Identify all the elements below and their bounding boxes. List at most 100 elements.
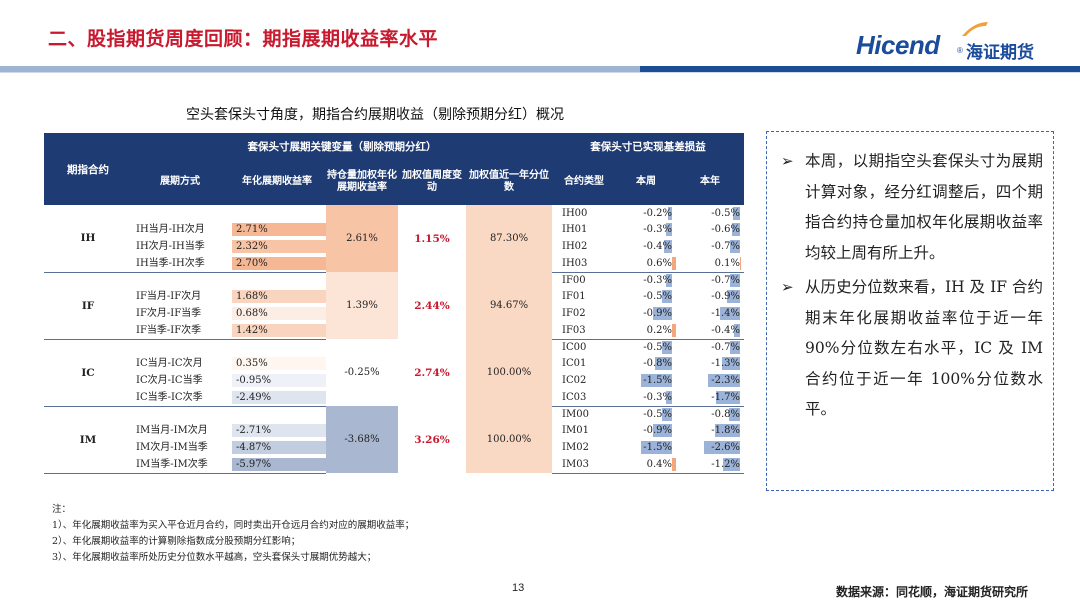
spread-name: IH当月-IH次月 [136,224,205,235]
this-year-value-bar [720,307,741,320]
this-year-value: -0.6% [711,224,741,235]
header-contract: 期指合约 [44,133,132,205]
header-group-key-variables: 套保头寸展期关键变量（剔除预期分红） [132,133,553,159]
annual-rate-cell [228,272,326,288]
this-week-value-bar [663,240,673,253]
spread-name: IC当季-IC次季 [132,389,228,407]
this-week-value: 0.2% [646,324,673,336]
table-row: IC当月-IC次月 0.35% IC01 -0.8% -1.3% [44,355,744,372]
table-row: IH当季-IH次季 2.70% IH03 0.6% 0.1% [44,255,745,273]
this-week-value: 0.6% [646,257,673,269]
this-year-value: -0.7% [711,274,741,286]
this-year-value-bar [730,340,741,354]
annual-rate-cell: -2.49% [228,389,326,407]
contract-type: IM01 [562,425,589,436]
spread-name: IC当月-IC次月 [136,358,203,369]
spread-name [132,339,228,355]
page-number: 13 [512,582,525,594]
annual-rate-cell: 2.70% [228,255,326,273]
this-year-value: -1.4% [711,308,741,319]
this-year-value-bar [703,441,741,454]
contract-type: IM00 [562,408,589,420]
spread-name: IH次月-IH当季 [136,241,205,252]
header-contract-type: 合约类型 [552,159,617,205]
this-year-value: -0.9% [711,291,741,302]
this-week-value-bar [672,256,677,270]
this-year-value-bar [734,323,741,337]
weekly-change: 2.44% [414,299,450,312]
this-year-value: -0.4% [711,324,741,336]
this-year-value-bar [731,223,741,236]
this-week-value-bar [653,424,673,437]
page-title: 二、股指期货周度回顾：期指展期收益率水平 [48,28,439,50]
this-week-value-bar [665,390,673,404]
annual-rate-value: 2.32% [232,240,326,253]
contract-name: IM [44,406,132,474]
table-row: IM当季-IM次季 -5.97% IM03 0.4% -1.2% [44,456,745,474]
this-week-value-bar [665,273,673,287]
logo-swoosh-icon [962,22,988,36]
this-week-value: -0.8% [643,358,673,369]
this-year-value-bar [723,457,741,471]
annual-rate-value: 0.35% [232,357,326,370]
commentary-box: ➢ 本周，以期指空头套保头寸为展期计算对象，经分红调整后，四个期指合约持仓量加权… [766,131,1054,491]
this-week-value: -0.3% [643,274,673,286]
annual-rate-cell: -4.87% [228,439,326,456]
spread-name: IF当季-IF次季 [132,322,228,340]
this-year-value: -2.6% [711,442,741,453]
header-rule-thin [0,72,1080,73]
this-week-value: -0.5% [643,291,673,302]
arrow-bullet-icon: ➢ [781,278,794,296]
contract-name: IH [44,205,132,273]
spread-name [132,406,228,422]
spread-name: IC次月-IC当季 [136,375,203,386]
table-row: IM次月-IM当季 -4.87% IM02 -1.5% -2.6% [44,439,744,456]
table-row: IC次月-IC当季 -0.95% IC02 -1.5% -2.3% [44,372,744,389]
this-year-value-bar [730,240,741,253]
contract-name: IF [44,272,132,340]
this-week-value-bar [665,223,673,236]
logo-registered-mark: ® [957,46,963,55]
header-this-week: 本周 [616,159,677,205]
footnote-line: 3）、年化展期收益率所处历史分位数水平越高，空头套保头寸展期优势越大； [52,552,377,563]
this-year-value-bar [714,424,741,437]
table-row: IF当月-IF次月 1.68% IF01 -0.5% -0.9% [44,288,744,305]
commentary-bullet: ➢ 从历史分位数来看，IH 及 IF 合约期末年化展期收益率位于近一年 90%分… [781,272,1043,425]
header-weekly-change: 加权值周度变动 [398,159,466,205]
contract-type: IF02 [562,308,586,319]
header-annual-rate: 年化展期收益率 [228,159,326,205]
weekly-change: 2.74% [414,366,450,379]
header-oi-weighted: 持仓量加权年化展期收益率 [326,159,398,205]
annual-rate-value: -2.71% [232,424,326,437]
annual-rate-cell: 1.42% [228,322,326,340]
this-week-value-bar [655,357,673,370]
annual-rate-value: -5.97% [232,457,326,471]
table-row: IH 2.61% 1.15% 87.30% IH00 -0.2% -0.5% [44,205,744,273]
contract-name: IC [44,339,132,407]
footnote-line: 1）、年化展期收益率为买入平仓近月合约，同时卖出开仓远月合约对应的展期收益率； [52,520,415,531]
contract-type: IC00 [562,341,587,353]
spread-name [132,272,228,288]
this-week-value-bar [672,323,677,337]
header-group-realized-basis: 套保头寸已实现基差损益 [552,133,745,159]
annual-rate-cell: -0.95% [228,372,326,389]
this-year-value-bar [721,357,741,370]
annual-rate-value: 1.68% [232,290,326,303]
commentary-text: 从历史分位数来看，IH 及 IF 合约期末年化展期收益率位于近一年 90%分位数… [805,278,1043,418]
table-caption: 空头套保头寸角度，期指合约展期收益（剔除预期分红）概况 [186,107,564,123]
this-year-value: -1.3% [711,358,741,369]
header-rule [0,66,1080,72]
annual-rate-cell [228,339,326,355]
header-spread: 展期方式 [132,159,228,205]
this-week-value: -0.4% [643,241,673,252]
table-row: IF 1.39% 2.44% 94.67% IF00 -0.3% -0.7% [44,272,744,340]
oi-weighted-rate: 1.39% [326,272,398,339]
table-row: IC -0.25% 2.74% 100.00% IC00 -0.5% -0.7% [44,339,744,407]
this-week-value: -0.5% [643,341,673,353]
this-week-value-bar [672,457,677,471]
footnotes: 注： 1）、年化展期收益率为买入平仓近月合约，同时卖出开仓远月合约对应的展期收益… [52,502,414,566]
annual-rate-cell: -5.97% [228,456,326,474]
footnote-line: 注： [52,504,72,515]
this-year-value: -2.3% [711,375,741,386]
this-week-value-bar [661,407,673,421]
